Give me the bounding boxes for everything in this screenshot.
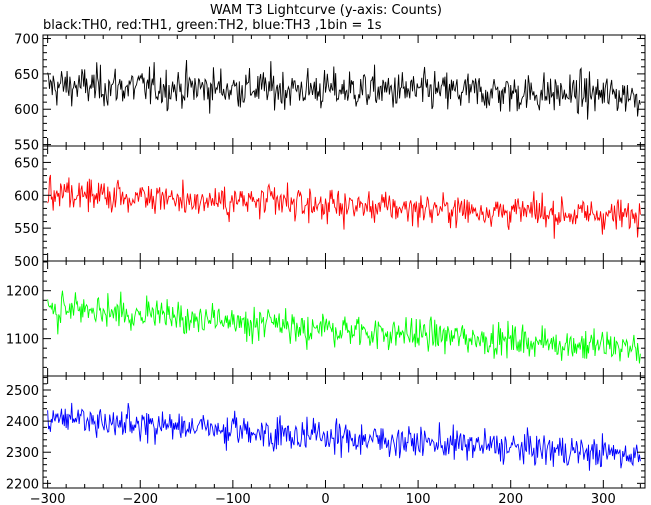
y-tick-label: 550: [14, 222, 39, 237]
y-tick-label: 700: [14, 33, 39, 48]
x-tick-label: −300: [30, 492, 66, 505]
y-tick-label: 2500: [6, 384, 39, 399]
series-line-th3: [47, 402, 641, 471]
y-tick-label: 550: [14, 139, 39, 154]
x-tick-label: −100: [215, 492, 251, 505]
chart-subtitle: black:TH0, red:TH1, green:TH2, blue:TH3 …: [43, 18, 382, 33]
x-tick-label: 100: [406, 492, 431, 505]
y-tick-label: 2200: [6, 477, 39, 492]
x-tick-label: 300: [591, 492, 616, 505]
x-tick-label: −200: [122, 492, 158, 505]
series-line-th0: [47, 60, 641, 120]
y-tick-label: 2400: [6, 415, 39, 430]
y-tick-label: 650: [14, 156, 39, 171]
y-tick-label: 600: [14, 103, 39, 118]
panel-frame: [42, 145, 646, 262]
y-tick-label: 2300: [6, 446, 39, 461]
x-tick-label: 0: [321, 492, 329, 505]
panels-group: 550 600 650 700 500 550 600 650 1100 1200 2200 2300…: [6, 33, 646, 505]
y-tick-label: 650: [14, 68, 39, 83]
y-tick-label: 1200: [6, 285, 39, 300]
chart-title: WAM T3 Lightcurve (y-axis: Counts): [210, 3, 442, 18]
y-tick-label: 500: [14, 255, 39, 270]
y-tick-label: 600: [14, 189, 39, 204]
x-tick-label: 200: [498, 492, 523, 505]
series-line-th2: [47, 290, 641, 364]
series-line-th1: [47, 174, 641, 239]
panel-frame: [42, 260, 646, 377]
y-tick-label: 1100: [6, 333, 39, 348]
